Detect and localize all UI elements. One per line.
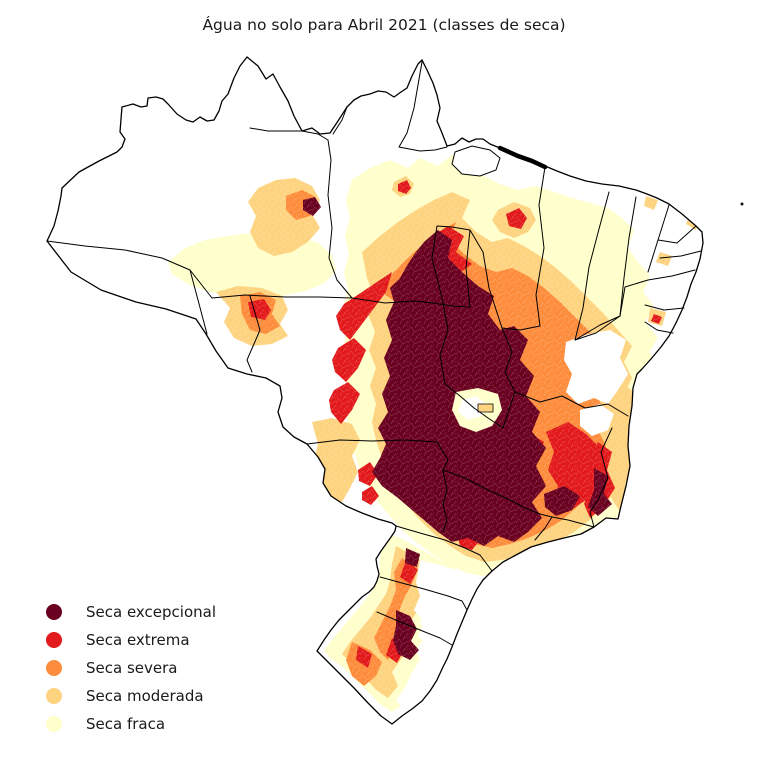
state-borders [46,61,702,646]
fernando-de-noronha-dot [740,202,744,206]
legend-swatch-excepcional [46,604,62,620]
legend-label-excepcional: Seca excepcional [86,603,216,621]
legend-label-extrema: Seca extrema [86,631,190,649]
legend-swatch-extrema [46,632,62,648]
marajo-island [451,145,501,177]
legend-swatch-fraca [46,716,62,732]
legend-item: Seca excepcional [46,598,216,626]
rs-lagoon [411,664,434,696]
legend-label-severa: Seca severa [86,659,178,677]
figure-title: Água no solo para Abril 2021 (classes de… [202,16,566,34]
legend: Seca excepcional Seca extrema Seca sever… [46,598,216,738]
legend-item: Seca moderada [46,682,216,710]
legend-item: Seca severa [46,654,216,682]
legend-swatch-moderada [46,688,62,704]
legend-swatch-severa [46,660,62,676]
legend-label-moderada: Seca moderada [86,687,204,705]
legend-item: Seca extrema [46,626,216,654]
legend-item: Seca fraca [46,710,216,738]
legend-label-fraca: Seca fraca [86,715,166,733]
